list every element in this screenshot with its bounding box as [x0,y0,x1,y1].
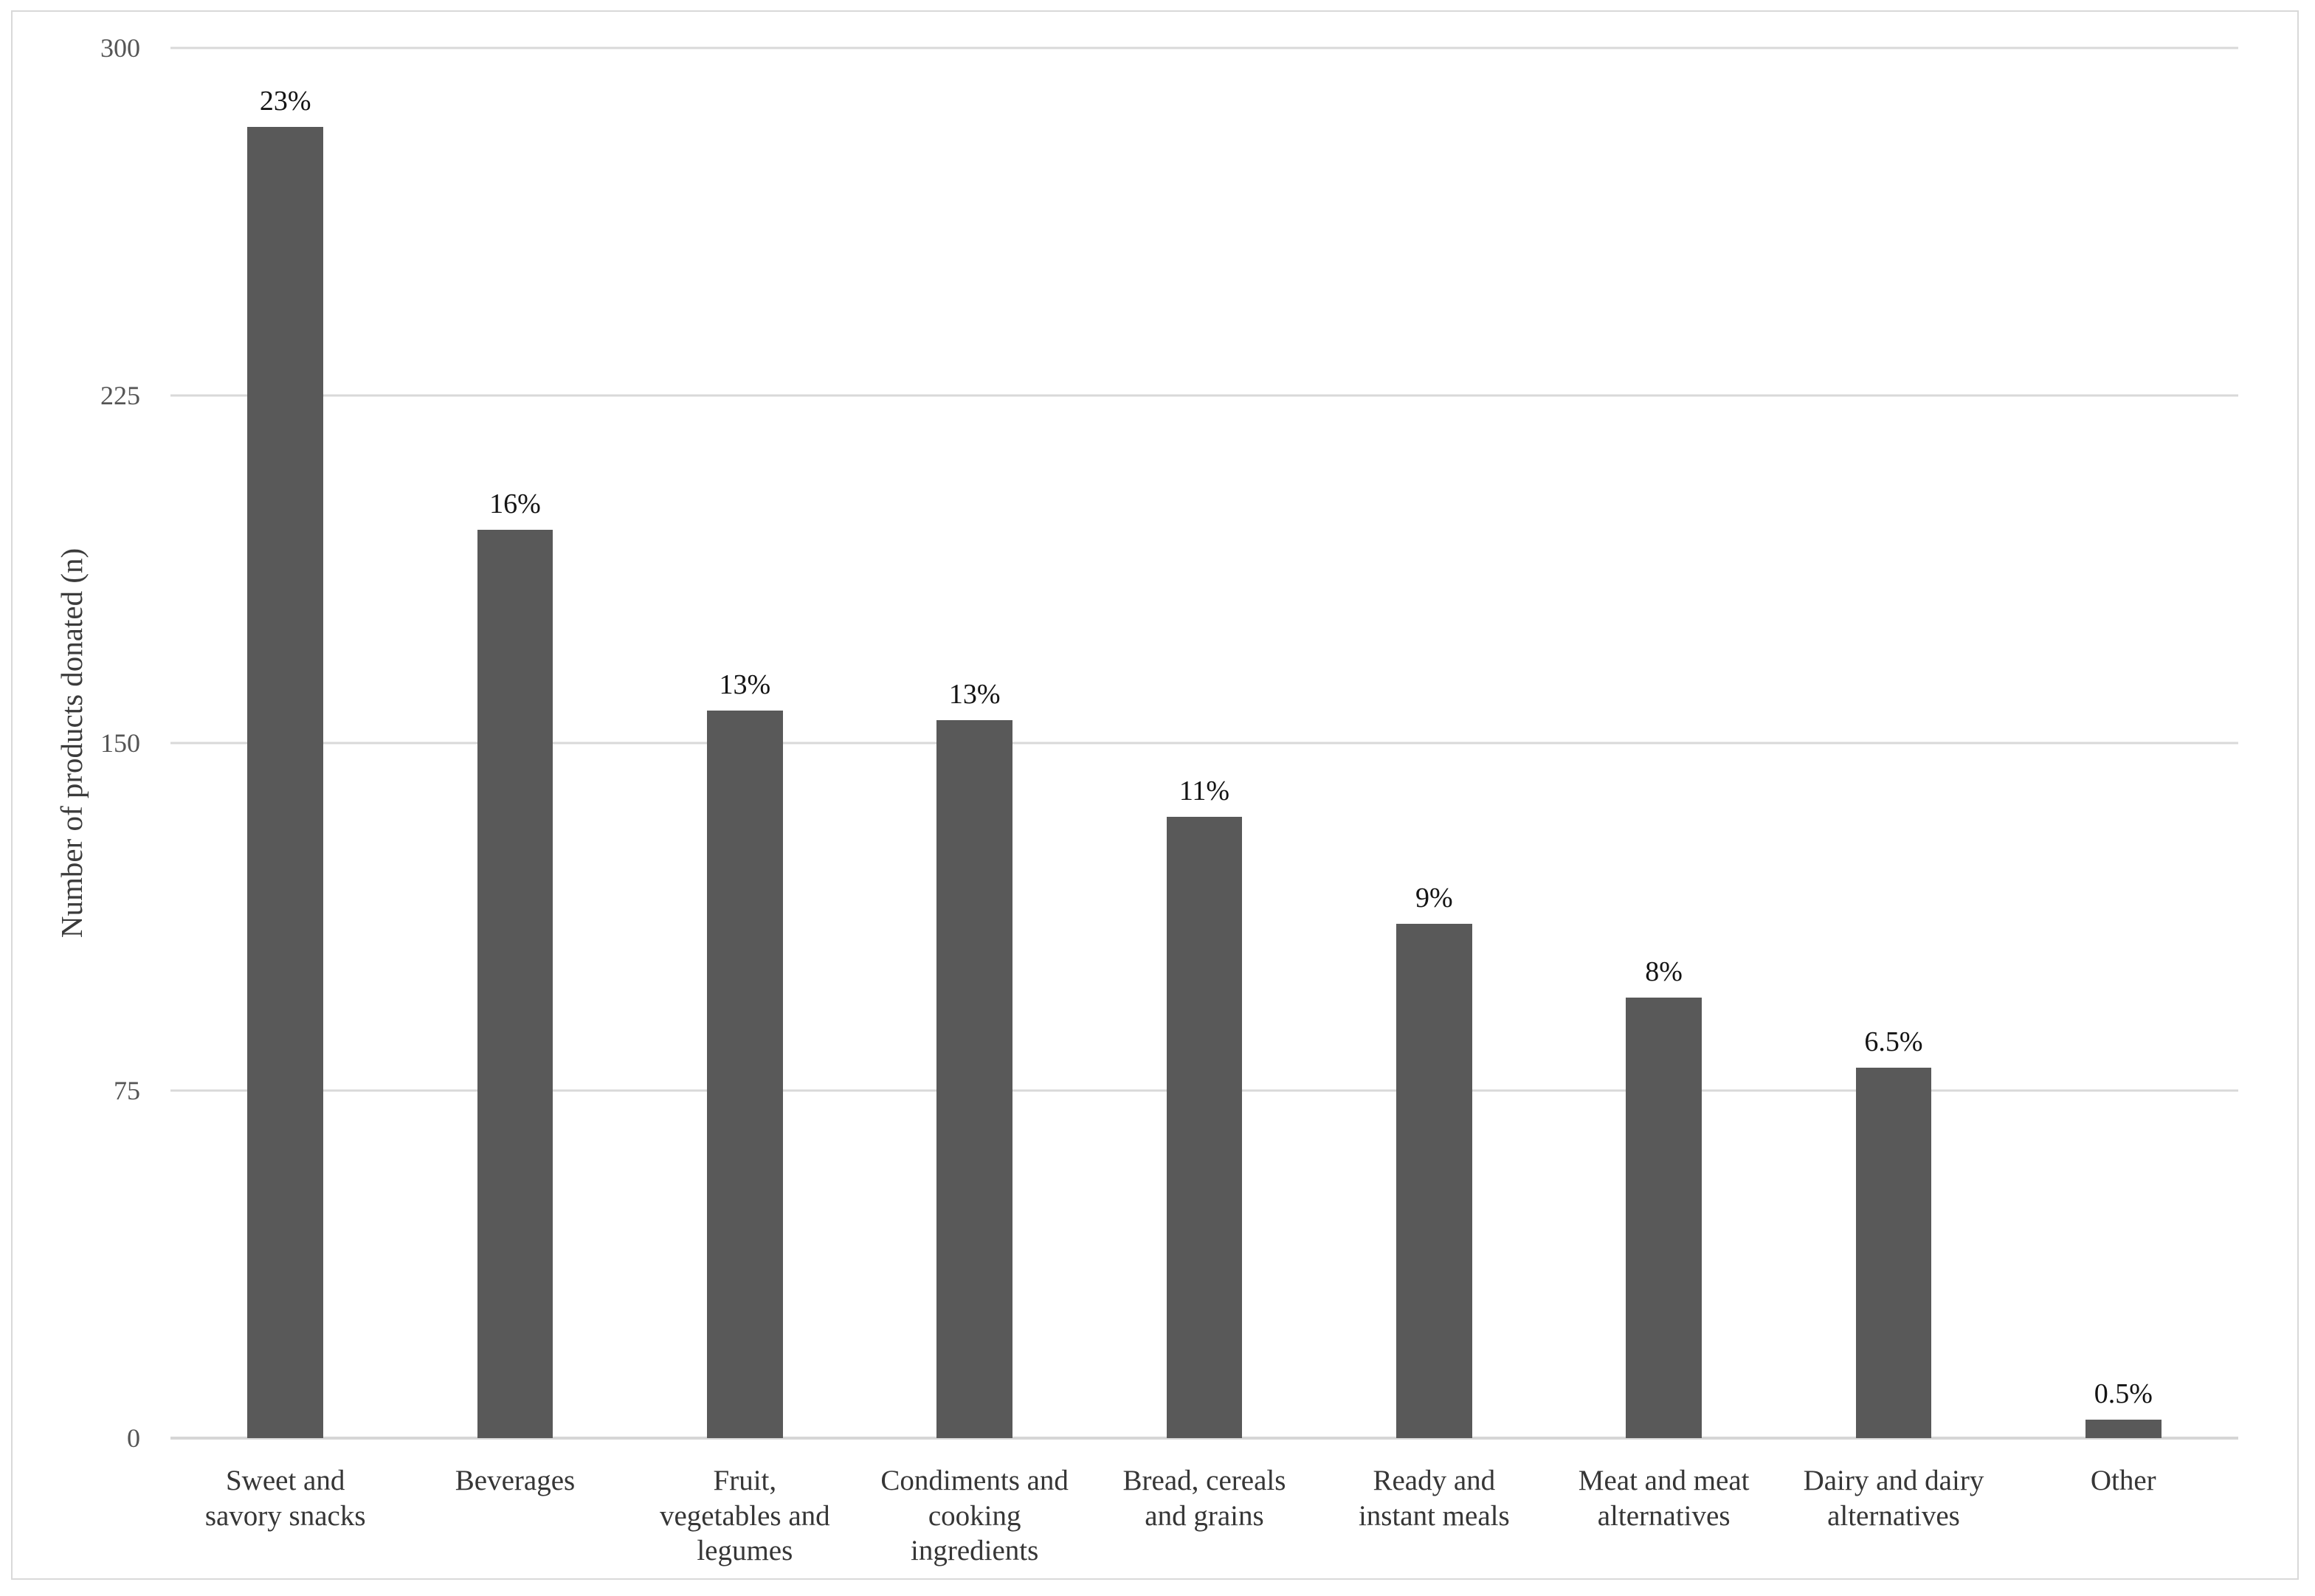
category-label: Condiments and cooking ingredients [880,1465,1069,1567]
y-tick-label: 0 [127,1423,140,1453]
bar-value-label: 13% [719,669,771,701]
bar [1166,817,1243,1438]
bar-value-label: 9% [1415,882,1453,913]
bar-slot: 0.5% [2009,48,2238,1438]
category-label: Ready and instant meals [1358,1465,1510,1532]
bar-slot: 16% [400,48,629,1438]
bar [477,530,553,1438]
bar [936,719,1013,1438]
y-tick-label: 300 [100,33,140,63]
category-label: Fruit, vegetables and legumes [659,1465,830,1567]
bar-slot: 9% [1319,48,1549,1438]
x-axis-labels: Sweet and savory snacks Beverages Fruit, v… [170,1463,2238,1569]
bar [247,126,324,1438]
bar-slot: 13% [860,48,1089,1438]
bar-slot: 13% [630,48,860,1438]
category-label: Bread, cereals and grains [1122,1465,1286,1532]
category-label: Sweet and savory snacks [204,1465,366,1532]
bar [2085,1419,2162,1438]
category-label: Other [2090,1465,2156,1496]
bar-value-label: 11% [1179,775,1230,807]
y-tick-label: 150 [100,728,140,758]
bar-slot: 8% [1549,48,1778,1438]
bar [1395,923,1472,1438]
bar-slot: 11% [1089,48,1319,1438]
plot-area: 23% 16% 13% 13% 11% 9% 8% 6.5% 0.5% [170,46,2238,1440]
bar [1626,998,1702,1438]
y-tick-label: 75 [114,1076,140,1105]
gridline [170,742,2238,745]
bar-value-label: 13% [948,678,1001,710]
category-label: Dairy and dairy alternatives [1803,1465,1984,1532]
bar-value-label: 23% [259,85,311,117]
bar [1855,1067,1932,1438]
bar-value-label: 0.5% [2094,1378,2153,1409]
bars-row: 23% 16% 13% 13% 11% 9% 8% 6.5% 0.5% [170,48,2238,1438]
bar [706,711,783,1438]
y-axis-ticks: 0 75 150 225 300 [0,35,148,1451]
y-tick-label: 225 [100,381,140,410]
bar-slot: 23% [170,48,400,1438]
bar-value-label: 6.5% [1864,1026,1923,1057]
category-label: Beverages [455,1465,576,1496]
bar-value-label: 8% [1645,956,1683,988]
category-label: Meat and meat alternatives [1578,1465,1750,1532]
gridline [170,46,2238,49]
gridline [170,394,2238,397]
bar-value-label: 16% [489,488,541,520]
bar-slot: 6.5% [1778,48,2008,1438]
gridline [170,1437,2238,1440]
